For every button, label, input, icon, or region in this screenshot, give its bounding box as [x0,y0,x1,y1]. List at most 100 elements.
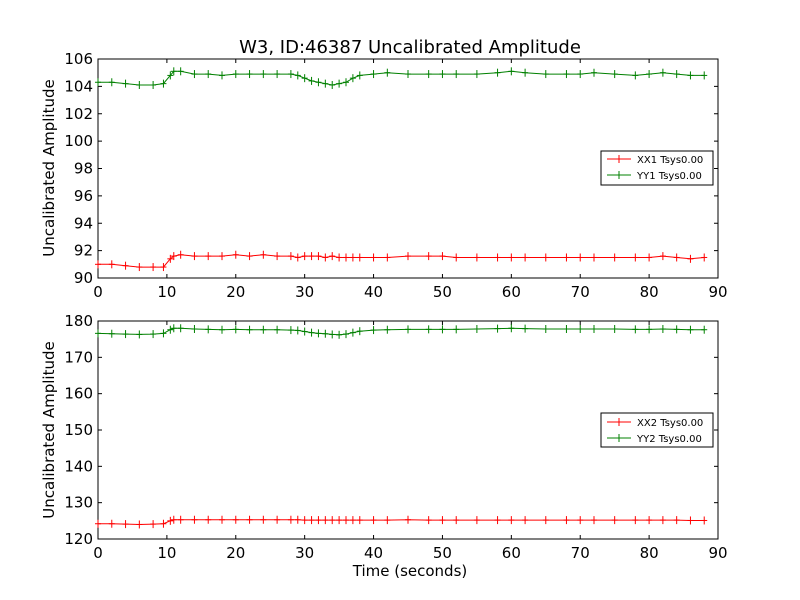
bottom-series-0-point [701,516,708,525]
top-series-1-point [343,78,349,87]
bottom-series-1-point [343,330,349,339]
bottom-series-0-point [260,515,267,524]
top-ytick-label: 96 [74,187,93,205]
bottom-series-1-point [329,330,336,339]
top-series-1-point [542,70,549,79]
top-series-1-point [632,71,639,80]
bottom-series-1-point [336,330,343,339]
bottom-xtick-label: 30 [295,544,314,562]
top-ytick-label: 94 [74,214,93,232]
bottom-xtick-label: 70 [571,544,590,562]
bottom-series-0-point [473,516,480,525]
bottom-series-0-point [136,520,143,529]
bottom-series-0-point [336,516,343,525]
top-series-1-point [336,79,343,88]
top-series-0-point [425,252,432,261]
top-ytick-label: 100 [64,132,93,150]
top-series-1-point [687,71,694,80]
top-series-1-point [701,71,708,80]
top-series-1-point [329,81,336,90]
bottom-series-0-point [343,516,349,525]
bottom-series-1-point [611,324,618,333]
top-series-0-point [405,252,411,261]
bottom-series-1-point [384,325,391,334]
top-series-0-point [611,253,618,262]
bottom-series-1-point [246,325,253,334]
top-series-0-point [384,253,391,262]
bottom-series-0-point [687,516,694,525]
top-ytick-label: 104 [64,77,93,95]
bottom-series-0-point [453,516,460,525]
bottom-series-1-point [632,325,639,334]
bottom-series-1-point [322,329,329,338]
top-series-1-point [508,67,515,76]
top-series-1-point [659,68,666,77]
top-series-1-point [108,78,115,87]
bottom-ytick-label: 130 [64,494,93,512]
top-series-0-point [687,254,694,263]
bottom-series-1-point [315,329,322,338]
top-series-0-point [473,253,480,262]
top-series-1-point [646,70,653,79]
top-series-1-point [611,70,618,79]
top-series-1-point [232,70,239,79]
bottom-xtick-label: 0 [93,544,103,562]
top-series-1-point [260,70,267,79]
top-series-0-point [294,253,301,262]
bottom-series-0-point [384,516,391,525]
bottom-series-1-point [473,324,480,333]
bottom-y-axis-label: Uncalibrated Amplitude [40,341,58,518]
top-ytick-label: 92 [74,242,93,260]
bottom-series-1-point [167,325,174,334]
bottom-series-0-point [294,515,301,524]
top-series-1-point [191,70,198,79]
top-series-1-point [356,71,363,80]
top-ytick-label: 90 [74,269,93,287]
top-series-0-point [494,253,501,262]
top-series-0-point [646,253,653,262]
top-series-1-point [322,79,329,88]
top-series-1-point [294,71,301,80]
bottom-series-0-point [405,515,411,524]
bottom-series-0-point [425,516,432,525]
top-subplot: 0 10 20 30 40 50 60 70 80 90 90 92 94 96 98 100 102 104 1… [40,50,728,301]
top-series-1-point [591,68,597,77]
top-series-1-point [287,70,294,79]
bottom-series-0-point [301,516,308,525]
top-series-1-point [473,70,480,79]
bottom-series-1-point [453,325,460,334]
bottom-series-1-point [108,329,115,338]
top-series-1-point [301,74,308,83]
top-xtick-label: 50 [433,283,452,301]
top-legend-label-yy1: YY1 Tsys0.00 [636,171,702,182]
x-axis-label: Time (seconds) [352,562,468,580]
top-series-0-point [95,260,101,269]
bottom-series-1-point [577,324,584,333]
bottom-series-1-point [150,330,157,339]
top-series-1-point [205,70,212,79]
top-xtick-label: 10 [157,283,176,301]
bottom-series-1-point [191,324,198,333]
top-series-0-point [177,250,184,259]
bottom-series-1-point [122,330,129,339]
bottom-legend: XX2 Tsys0.00 YY2 Tsys0.00 [600,412,714,448]
bottom-series-0-point [508,516,515,525]
top-series-0-point [591,253,597,262]
top-series-0-point [508,253,515,262]
bottom-series-0-point [439,516,446,525]
bottom-x-ticks: 0 10 20 30 40 50 60 70 80 90 [93,321,728,562]
bottom-series-0-point [287,515,294,524]
bottom-series-0-point [659,516,666,525]
top-x-ticks: 0 10 20 30 40 50 60 70 80 90 [93,59,728,301]
top-xtick-label: 80 [640,283,659,301]
top-xtick-label: 0 [93,283,103,301]
top-series-1-point [150,81,157,90]
top-xtick-label: 20 [226,283,245,301]
top-ytick-label: 106 [64,50,93,68]
bottom-ytick-label: 120 [64,530,93,548]
bottom-series-1-point [701,325,708,334]
bottom-series-1-point [439,325,446,334]
bottom-series-1-point [659,324,666,333]
top-legend-label-xx1: XX1 Tsys0.00 [637,155,703,166]
